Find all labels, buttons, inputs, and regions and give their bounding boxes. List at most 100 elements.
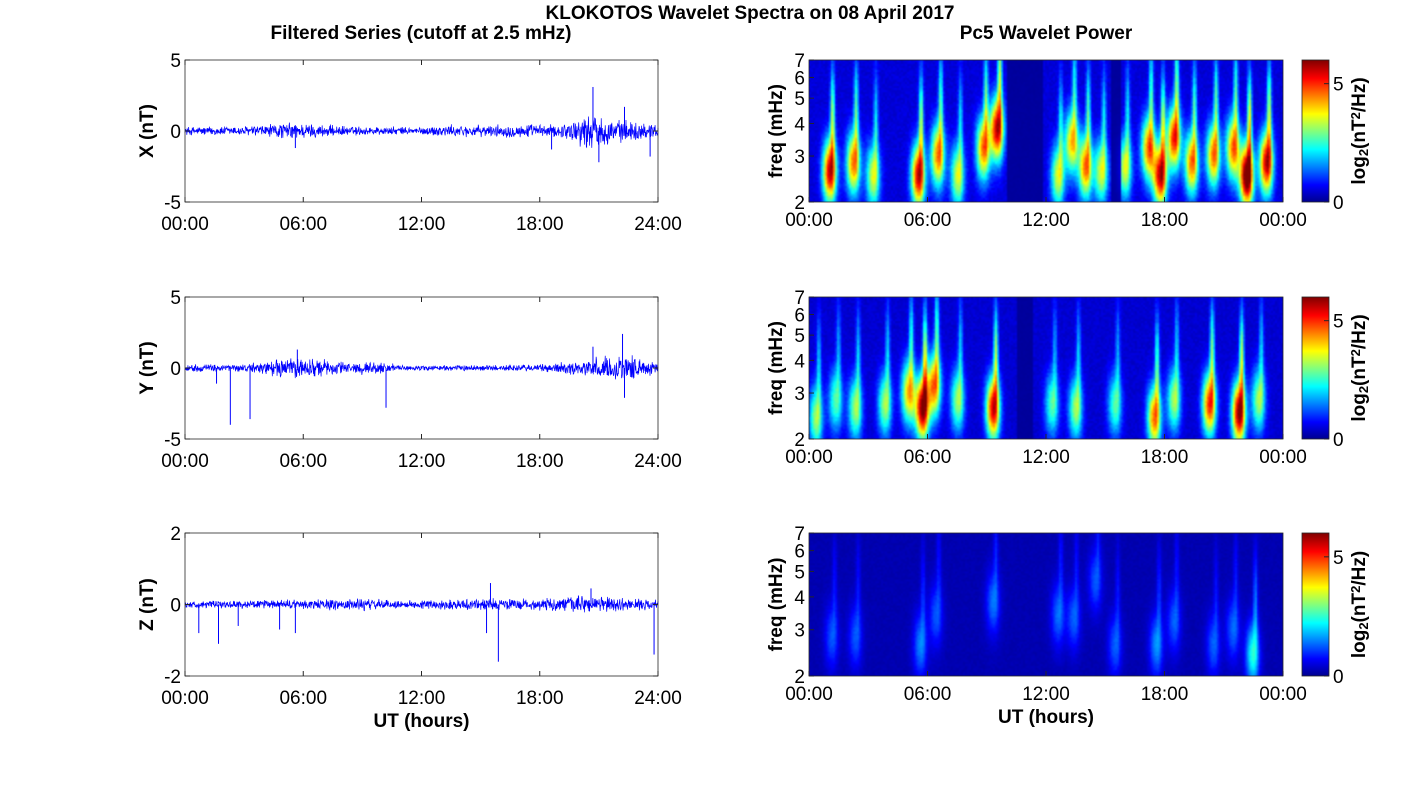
x-tick-label: 24:00 (634, 451, 682, 472)
y-tick-label: 0 (170, 596, 181, 617)
x-tick-label: 12:00 (398, 214, 446, 235)
x-tick-label: 18:00 (516, 688, 564, 709)
y-axis-label: Y (nT) (137, 341, 158, 394)
x-tick-label: 06:00 (279, 451, 327, 472)
y-tick-label: 3 (794, 384, 805, 405)
x-tick-label: 06:00 (904, 447, 952, 468)
y-tick-label: 2 (170, 524, 181, 545)
y-tick-label: -5 (164, 193, 181, 214)
x-axis-label: UT (hours) (998, 707, 1094, 728)
colorbar-label: log2(nT2/Hz) (1348, 77, 1371, 184)
x-tick-label: 18:00 (1141, 684, 1189, 705)
x-tick-label: 00:00 (785, 447, 833, 468)
x-tick-label: 24:00 (634, 688, 682, 709)
spectrogram-canvas (809, 60, 1283, 202)
x-tick-label: 06:00 (279, 214, 327, 235)
timeseries-panel-Y: 5 0 -500:00 06:00 12:00 18:00 24:00 Y (nT) (137, 288, 682, 472)
colorbar-tick-label: 5 (1333, 548, 1344, 569)
colorbar-tick-label: 5 (1333, 312, 1344, 333)
x-tick-label: 18:00 (516, 451, 564, 472)
y-tick-label: 7 (794, 524, 805, 545)
x-tick-label: 00:00 (1259, 447, 1307, 468)
spectrogram-image (809, 60, 1283, 202)
y-tick-label: -2 (164, 667, 181, 688)
y-tick-label: 5 (170, 288, 181, 309)
spectrogram-image (809, 533, 1283, 676)
y-axis-label: Z (nT) (137, 578, 158, 631)
y-tick-label: 3 (794, 621, 805, 642)
x-tick-label: 12:00 (1022, 210, 1070, 231)
y-tick-label: 7 (794, 288, 805, 309)
x-tick-label: 06:00 (904, 684, 952, 705)
y-tick-label: 2 (794, 430, 805, 451)
timeseries-panel-X: 5 0 -500:00 06:00 12:00 18:00 24:00 X (nT) (137, 51, 682, 235)
y-tick-label: 7 (794, 51, 805, 72)
y-axis-label: freq (mHz) (766, 84, 787, 178)
x-tick-label: 12:00 (398, 688, 446, 709)
y-tick-label: 5 (794, 89, 805, 110)
colorbar-label: log2(nT2/Hz) (1348, 314, 1371, 421)
y-tick-label: 4 (794, 351, 805, 372)
x-tick-label: 24:00 (634, 214, 682, 235)
x-tick-label: 18:00 (1141, 447, 1189, 468)
y-tick-label: 0 (170, 359, 181, 380)
y-tick-label: 5 (794, 326, 805, 347)
trace-line-Y (184, 355, 659, 380)
colorbar-tick-label: 0 (1333, 193, 1344, 214)
trace-line-Z (184, 595, 659, 613)
colorbar-tick-label: 0 (1333, 430, 1344, 451)
x-tick-label: 00:00 (1259, 210, 1307, 231)
x-tick-label: 00:00 (1259, 684, 1307, 705)
y-axis-label: freq (mHz) (766, 321, 787, 415)
x-axis-label: UT (hours) (373, 711, 469, 732)
colorbar-gradient (1301, 59, 1330, 203)
colorbar-tick-label: 5 (1333, 75, 1344, 96)
y-tick-label: 3 (794, 147, 805, 168)
x-tick-label: 12:00 (1022, 447, 1070, 468)
timeseries-panel-Z: 2 0 -200:00 06:00 12:00 18:00 24:00 Z (nT) UT (h… (137, 524, 682, 732)
left-column-title: Filtered Series (cutoff at 2.5 mHz) (271, 23, 572, 44)
x-tick-label: 18:00 (516, 214, 564, 235)
colorbar-gradient (1301, 532, 1330, 677)
y-tick-label: 4 (794, 588, 805, 609)
y-tick-label: 6 (794, 305, 805, 326)
y-tick-label: 2 (794, 193, 805, 214)
figure-title: KLOKOTOS Wavelet Spectra on 08 April 201… (546, 3, 955, 24)
x-tick-label: 00:00 (785, 210, 833, 231)
y-tick-label: 5 (170, 51, 181, 72)
y-tick-label: -5 (164, 430, 181, 451)
x-tick-label: 06:00 (904, 210, 952, 231)
x-tick-label: 06:00 (279, 688, 327, 709)
right-column-title: Pc5 Wavelet Power (960, 23, 1133, 44)
x-tick-label: 00:00 (161, 451, 209, 472)
x-tick-label: 00:00 (161, 688, 209, 709)
colorbar-tick-label: 0 (1333, 667, 1344, 688)
spectrogram-image (809, 297, 1283, 439)
spectrogram-canvas (809, 533, 1283, 676)
y-axis-label: freq (mHz) (766, 558, 787, 652)
y-tick-label: 2 (794, 667, 805, 688)
trace-line-X (184, 116, 659, 149)
x-tick-label: 12:00 (1022, 684, 1070, 705)
y-tick-label: 0 (170, 122, 181, 143)
y-tick-label: 5 (794, 562, 805, 583)
y-tick-label: 6 (794, 542, 805, 563)
plots-layer: 50-500:00 06:00 12:00 18:00 24:00X (nT)50-50… (137, 51, 1371, 732)
y-tick-label: 6 (794, 68, 805, 89)
spectrogram-canvas (809, 297, 1283, 439)
y-axis-label: X (nT) (137, 104, 158, 158)
x-tick-label: 00:00 (785, 684, 833, 705)
x-tick-label: 00:00 (161, 214, 209, 235)
colorbar-gradient (1301, 296, 1330, 440)
colorbar-label: log2(nT2/Hz) (1348, 551, 1371, 658)
x-tick-label: 12:00 (398, 451, 446, 472)
y-tick-label: 4 (794, 114, 805, 135)
x-tick-label: 18:00 (1141, 210, 1189, 231)
